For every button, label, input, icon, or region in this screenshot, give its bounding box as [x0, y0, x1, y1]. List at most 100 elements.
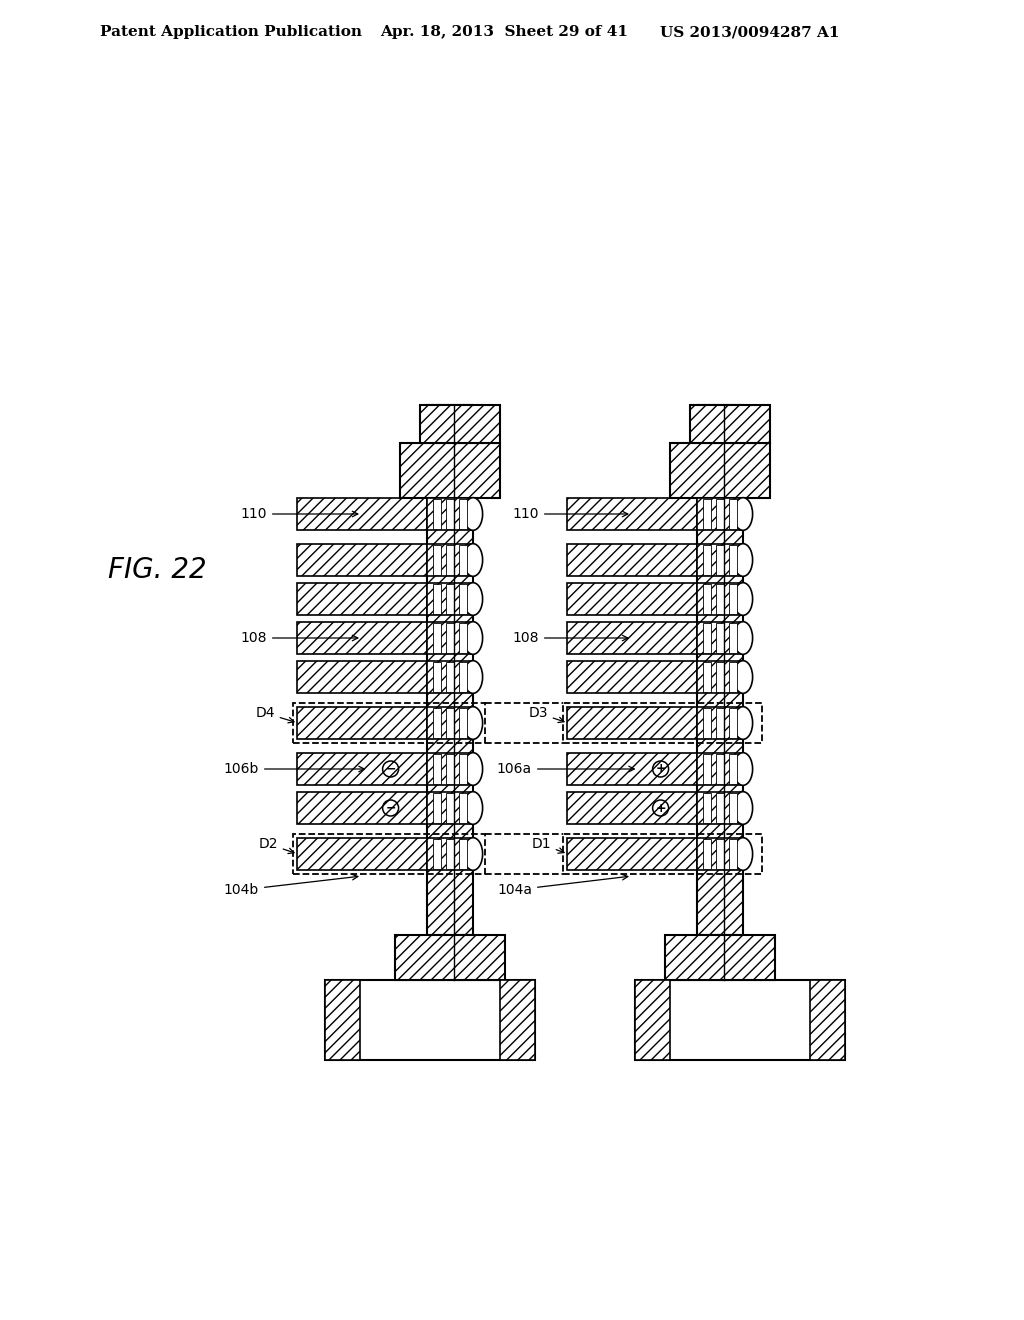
Bar — [716, 545, 724, 576]
Text: D1: D1 — [531, 837, 564, 853]
Bar — [297, 583, 427, 615]
Bar — [635, 979, 670, 1060]
Bar — [697, 583, 743, 615]
Bar — [697, 498, 743, 531]
Ellipse shape — [464, 582, 482, 615]
Bar — [729, 623, 737, 653]
Bar — [445, 545, 454, 576]
Text: −: − — [385, 763, 396, 776]
Bar — [433, 840, 441, 869]
Bar — [716, 754, 724, 784]
Bar — [703, 754, 712, 784]
Bar — [427, 544, 473, 576]
Bar — [433, 545, 441, 576]
Bar — [697, 405, 743, 935]
Bar — [445, 583, 454, 614]
Bar — [297, 622, 427, 653]
Ellipse shape — [733, 582, 753, 615]
Text: Patent Application Publication: Patent Application Publication — [100, 25, 362, 40]
Bar — [716, 583, 724, 614]
Ellipse shape — [464, 792, 482, 824]
Ellipse shape — [733, 661, 753, 693]
Bar — [427, 622, 473, 653]
Ellipse shape — [733, 752, 753, 785]
Bar — [716, 793, 724, 822]
Bar — [635, 979, 845, 1060]
Bar — [325, 979, 360, 1060]
Ellipse shape — [464, 622, 482, 655]
Bar — [433, 583, 441, 614]
Bar — [297, 838, 427, 870]
Bar — [567, 622, 697, 653]
Bar — [427, 661, 473, 693]
Bar — [567, 498, 697, 531]
Bar — [433, 708, 441, 738]
Bar — [297, 792, 427, 824]
Bar — [445, 840, 454, 869]
Bar — [459, 499, 467, 529]
Ellipse shape — [464, 498, 482, 531]
Bar — [420, 405, 500, 444]
Bar — [716, 623, 724, 653]
Bar — [459, 583, 467, 614]
Bar — [427, 838, 473, 870]
Ellipse shape — [733, 498, 753, 531]
Bar — [729, 754, 737, 784]
Text: 106a: 106a — [497, 762, 634, 776]
Bar — [716, 499, 724, 529]
Ellipse shape — [464, 752, 482, 785]
Text: +: + — [655, 801, 666, 814]
Bar — [433, 623, 441, 653]
Bar — [567, 708, 697, 739]
Bar — [445, 499, 454, 529]
Ellipse shape — [464, 661, 482, 693]
Bar — [697, 622, 743, 653]
Bar — [297, 708, 427, 739]
Bar — [433, 499, 441, 529]
Text: 110: 110 — [512, 507, 628, 521]
Bar — [697, 752, 743, 785]
Bar — [703, 499, 712, 529]
Bar — [703, 840, 712, 869]
Bar — [716, 708, 724, 738]
Bar — [293, 704, 485, 743]
Ellipse shape — [464, 838, 482, 870]
Ellipse shape — [464, 706, 482, 739]
Bar — [293, 834, 485, 874]
Bar — [395, 935, 505, 979]
Bar — [427, 792, 473, 824]
Bar — [427, 708, 473, 739]
Bar — [729, 583, 737, 614]
Text: Apr. 18, 2013  Sheet 29 of 41: Apr. 18, 2013 Sheet 29 of 41 — [380, 25, 628, 40]
Bar — [563, 834, 762, 874]
Bar — [697, 544, 743, 576]
Bar — [459, 793, 467, 822]
Bar — [459, 545, 467, 576]
Bar — [297, 752, 427, 785]
Bar — [445, 708, 454, 738]
Text: 106b: 106b — [223, 762, 365, 776]
Bar — [433, 754, 441, 784]
Bar — [427, 583, 473, 615]
Ellipse shape — [733, 792, 753, 824]
Ellipse shape — [733, 544, 753, 577]
Bar — [729, 840, 737, 869]
Bar — [729, 545, 737, 576]
Bar — [703, 583, 712, 614]
Bar — [567, 661, 697, 693]
Bar — [500, 979, 535, 1060]
Bar — [716, 663, 724, 692]
Bar — [445, 793, 454, 822]
Bar — [445, 623, 454, 653]
Ellipse shape — [733, 706, 753, 739]
Text: 104a: 104a — [497, 874, 628, 898]
Bar — [716, 840, 724, 869]
Bar — [703, 545, 712, 576]
Text: US 2013/0094287 A1: US 2013/0094287 A1 — [660, 25, 840, 40]
Bar — [729, 663, 737, 692]
Bar — [459, 708, 467, 738]
Bar — [433, 793, 441, 822]
Bar — [729, 793, 737, 822]
Bar — [325, 979, 535, 1060]
Text: +: + — [655, 763, 666, 776]
